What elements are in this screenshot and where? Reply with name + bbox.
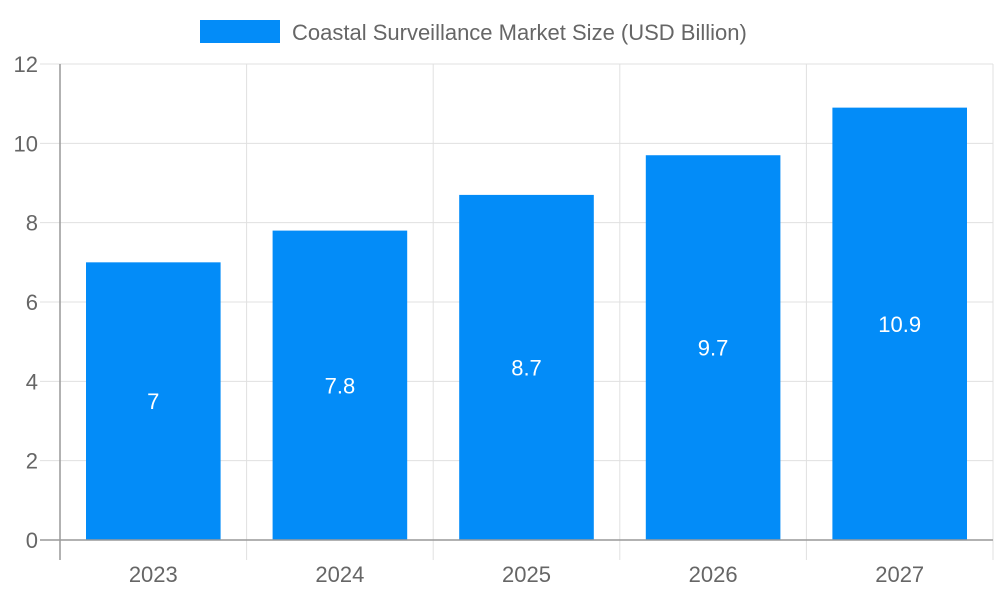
legend[interactable]: Coastal Surveillance Market Size (USD Bi… (200, 20, 747, 45)
data-label: 10.9 (878, 312, 921, 337)
x-tick-label: 2024 (315, 562, 364, 587)
y-tick-label: 12 (14, 52, 38, 77)
y-tick-label: 8 (26, 211, 38, 236)
bar (832, 107, 967, 540)
bar (272, 230, 408, 540)
data-label: 7.8 (325, 373, 356, 398)
x-tick-label: 2023 (129, 562, 178, 587)
x-tick-label: 2026 (689, 562, 738, 587)
bars: 7 7.8 8.7 9.7 10.9 (86, 107, 967, 540)
bar (459, 194, 594, 540)
bar (645, 155, 781, 540)
legend-swatch (200, 20, 280, 43)
y-tick-label: 0 (26, 528, 38, 553)
x-tick-label: 2027 (875, 562, 924, 587)
data-label: 8.7 (511, 355, 542, 380)
y-tick-label: 2 (26, 449, 38, 474)
legend-label: Coastal Surveillance Market Size (USD Bi… (292, 20, 747, 45)
y-tick-label: 4 (26, 369, 38, 394)
data-label: 9.7 (698, 336, 729, 361)
y-tick-label: 6 (26, 290, 38, 315)
axes: 0 2 4 6 8 10 12 2023 2024 2025 2026 2027 (14, 52, 993, 587)
x-tick-label: 2025 (502, 562, 551, 587)
y-tick-label: 10 (14, 131, 38, 156)
bar (86, 262, 221, 540)
data-label: 7 (147, 389, 159, 414)
